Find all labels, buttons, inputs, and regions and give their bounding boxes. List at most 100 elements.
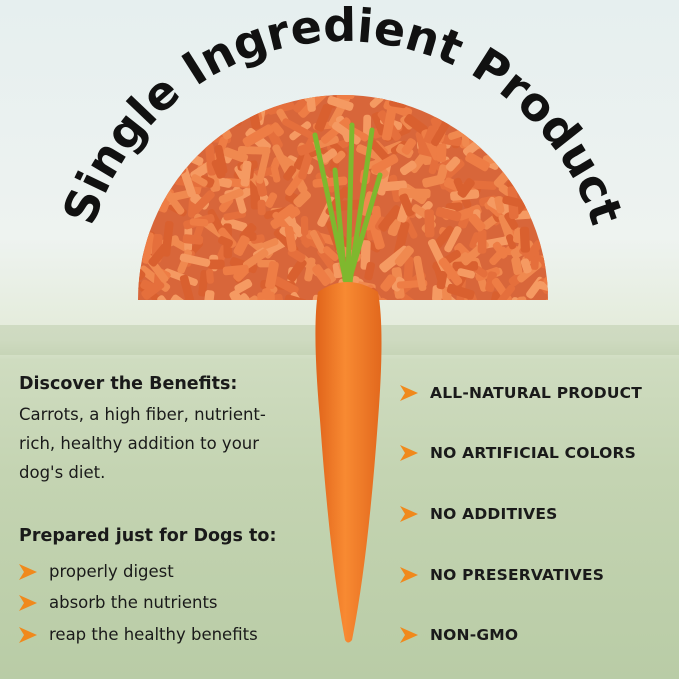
pellet bbox=[436, 164, 448, 181]
pellet bbox=[201, 290, 215, 300]
pellet bbox=[471, 110, 493, 141]
pellet bbox=[323, 246, 339, 262]
pellet bbox=[445, 156, 461, 172]
pellet bbox=[371, 154, 399, 174]
pellet bbox=[481, 109, 500, 118]
pellet bbox=[369, 140, 391, 163]
pellet bbox=[161, 220, 174, 257]
chevron-right-icon bbox=[400, 445, 418, 461]
list-item: absorb the nutrients bbox=[19, 593, 218, 612]
benefits-line: Carrots, a high fiber, nutrient- bbox=[19, 405, 266, 424]
feature-item: NO ADDITIVES bbox=[400, 505, 558, 523]
pellet bbox=[213, 97, 244, 116]
pellet bbox=[432, 285, 443, 300]
pellet bbox=[296, 142, 315, 156]
pellet bbox=[256, 151, 270, 184]
pellet bbox=[492, 241, 508, 259]
pellet bbox=[155, 299, 170, 300]
pellet bbox=[452, 261, 479, 272]
pellet bbox=[197, 120, 214, 135]
pellet bbox=[265, 192, 278, 208]
pellet bbox=[179, 274, 195, 300]
pellet bbox=[381, 108, 397, 141]
pellet bbox=[274, 204, 296, 223]
pellet bbox=[186, 128, 201, 145]
pellet bbox=[191, 190, 215, 214]
pellet bbox=[436, 95, 466, 109]
pellet bbox=[309, 229, 326, 254]
pellet bbox=[456, 204, 482, 221]
pellet bbox=[138, 264, 146, 281]
pellet bbox=[528, 172, 547, 207]
pellet bbox=[356, 144, 389, 164]
pellet bbox=[502, 195, 521, 207]
pellet bbox=[214, 144, 228, 175]
pellet bbox=[314, 104, 333, 132]
pellet bbox=[262, 237, 279, 250]
chevron-right-icon bbox=[19, 594, 37, 611]
pellet bbox=[267, 102, 295, 115]
pellet bbox=[471, 180, 497, 190]
pellet bbox=[520, 258, 532, 274]
pellet bbox=[198, 269, 209, 297]
pellet bbox=[378, 205, 402, 232]
feature-item: NO ARTIFICIAL COLORS bbox=[400, 444, 636, 462]
pellet bbox=[222, 293, 250, 300]
pellet bbox=[332, 150, 346, 164]
pellet bbox=[438, 257, 463, 286]
pellet bbox=[211, 106, 243, 125]
pellet bbox=[518, 172, 539, 190]
pellet bbox=[424, 209, 435, 238]
pellet bbox=[452, 105, 467, 127]
pellet bbox=[279, 213, 305, 238]
pellet bbox=[457, 178, 475, 198]
pellet bbox=[444, 226, 462, 253]
pellet bbox=[538, 205, 548, 234]
pellet bbox=[545, 298, 548, 300]
pellet bbox=[284, 225, 297, 252]
pellet bbox=[188, 123, 207, 134]
benefits-line: rich, healthy addition to your bbox=[19, 434, 260, 453]
prepared-heading: Prepared just for Dogs to: bbox=[19, 526, 277, 546]
pellet bbox=[494, 196, 505, 214]
pellet bbox=[175, 130, 191, 142]
pellet bbox=[151, 175, 163, 207]
pellet bbox=[360, 240, 371, 270]
pellet bbox=[503, 139, 532, 152]
pellet bbox=[322, 268, 337, 284]
pellet bbox=[534, 171, 548, 193]
pellet bbox=[525, 187, 548, 204]
pellet bbox=[142, 232, 154, 264]
pellet bbox=[485, 271, 497, 293]
pellet bbox=[211, 159, 226, 179]
list-item: reap the healthy benefits bbox=[19, 625, 258, 644]
pellet bbox=[484, 128, 512, 143]
pellet bbox=[270, 122, 284, 137]
pellet bbox=[293, 98, 307, 113]
benefits-line: dog's diet. bbox=[19, 463, 106, 482]
pellet bbox=[364, 261, 376, 281]
pellet bbox=[468, 213, 486, 232]
pellet bbox=[204, 110, 221, 121]
pellet bbox=[242, 248, 269, 270]
carrot-image bbox=[312, 122, 383, 643]
pellet bbox=[468, 102, 479, 125]
pellet bbox=[242, 124, 274, 148]
chevron-right-icon bbox=[400, 506, 418, 522]
pellet bbox=[469, 232, 481, 249]
pellet bbox=[534, 177, 548, 198]
feature-item: ALL-NATURAL PRODUCT bbox=[400, 384, 642, 402]
pellet bbox=[218, 236, 233, 248]
pellet bbox=[435, 207, 462, 222]
pellet bbox=[401, 138, 417, 155]
pellet bbox=[433, 225, 455, 249]
pellet bbox=[145, 175, 166, 191]
pellet bbox=[287, 258, 307, 282]
pellet bbox=[194, 122, 203, 142]
pellet bbox=[260, 299, 276, 300]
pellet bbox=[465, 152, 490, 172]
feature-item: NON-GMO bbox=[400, 626, 518, 644]
benefits-text: Carrots, a high fiber, nutrient- rich, h… bbox=[19, 400, 266, 487]
pellet bbox=[140, 184, 154, 200]
pellet bbox=[145, 151, 163, 176]
